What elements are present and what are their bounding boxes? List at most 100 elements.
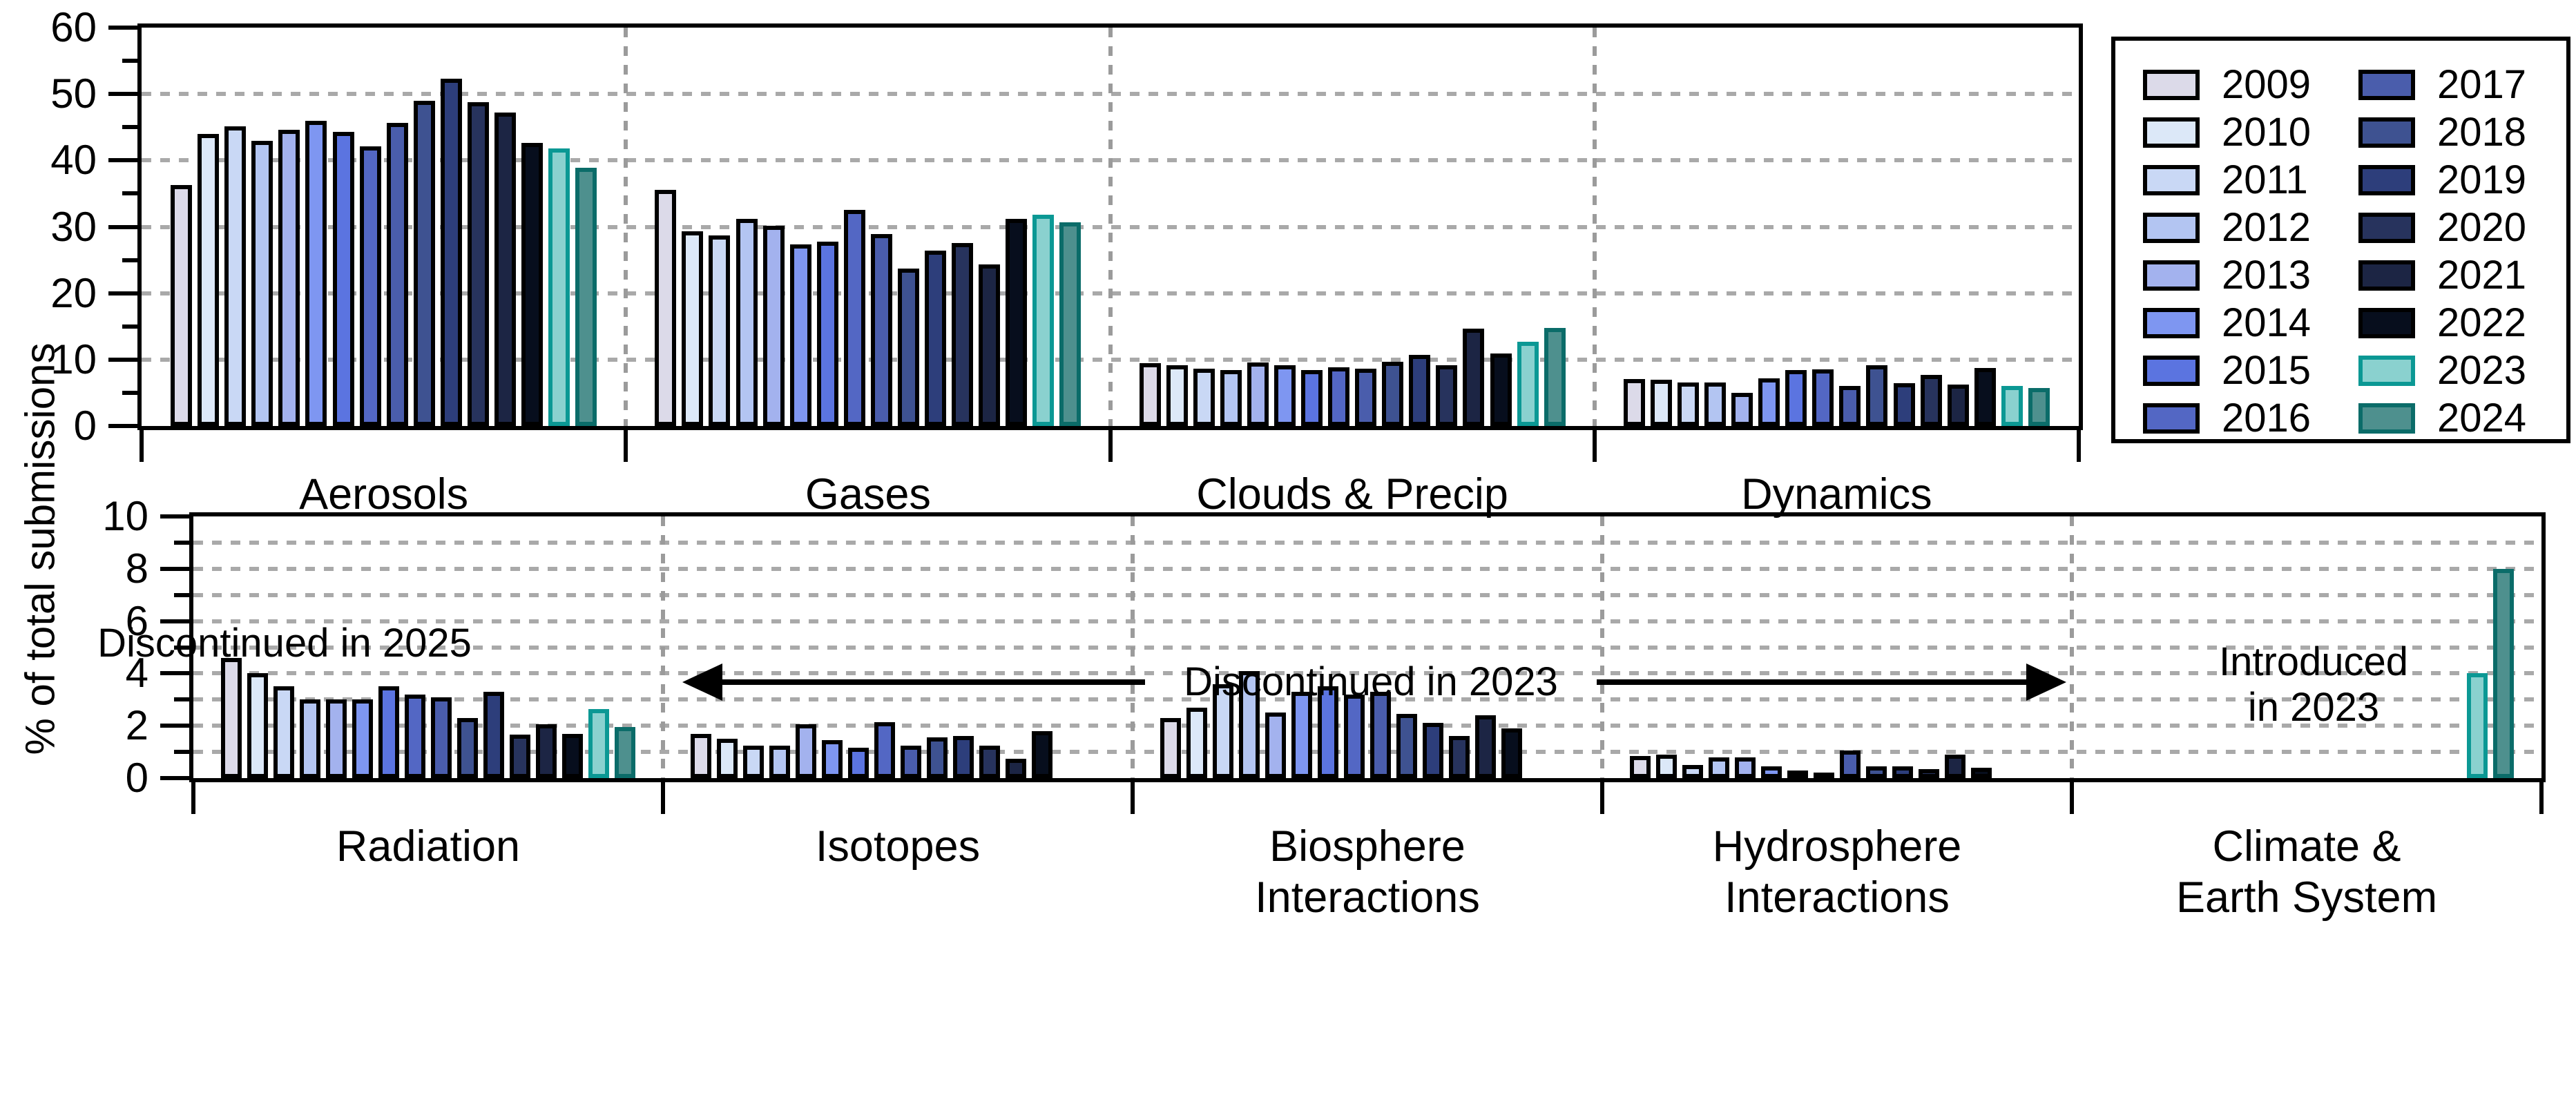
bar-gases-2017: [870, 234, 892, 426]
bar-isotopes-2018: [927, 737, 948, 778]
bar-radiation-2014: [352, 699, 373, 778]
bar-aerosols-2016: [359, 146, 381, 426]
bar-aerosols-2017: [386, 122, 408, 426]
x-category-label-line: Interactions: [1724, 873, 1950, 922]
bar-dynamics-2017: [1839, 386, 1861, 426]
arrow-line-right-segment: [1597, 679, 2026, 685]
bar-clouds-precip-2022: [1490, 353, 1512, 426]
bar-gases-2012: [736, 218, 758, 426]
bar-hydrosphere-interactions-2012: [1709, 757, 1729, 778]
bar-isotopes-2016: [874, 721, 895, 778]
bar-radiation-2011: [273, 686, 294, 778]
bar-hydrosphere-interactions-2022: [1971, 767, 1992, 778]
y-tick-minor: [122, 324, 137, 329]
legend-label-2011: 2011: [2222, 157, 2308, 202]
legend-label-2014: 2014: [2222, 300, 2311, 345]
x-group-tick: [1592, 430, 1597, 462]
gridline: [193, 697, 2541, 702]
gridline: [193, 592, 2541, 597]
x-category-label-line: Biosphere: [1269, 822, 1465, 871]
legend-swatch-2011: [2143, 165, 2200, 195]
y-tick-major: [160, 566, 189, 571]
bar-aerosols-2014: [305, 120, 327, 426]
y-tick-label: 0: [125, 755, 148, 801]
y-tick-major: [160, 776, 189, 780]
bar-hydrosphere-interactions-2016: [1814, 773, 1834, 782]
bar-dynamics-2009: [1623, 378, 1645, 426]
bar-biosphere-interactions-2011: [1213, 684, 1233, 778]
x-category-label-line: Interactions: [1255, 873, 1480, 922]
bar-hydrosphere-interactions-2013: [1735, 757, 1756, 778]
bar-isotopes-2021: [1006, 758, 1026, 778]
bar-aerosols-2019: [440, 79, 462, 426]
bar-isotopes-2010: [717, 739, 738, 778]
bar-dynamics-2016: [1812, 369, 1834, 426]
bar-dynamics-2021: [1947, 385, 1969, 426]
bar-aerosols-2018: [413, 100, 435, 426]
bar-biosphere-interactions-2022: [1501, 728, 1522, 778]
bar-gases-2009: [655, 189, 677, 426]
bar-isotopes-2019: [953, 736, 974, 778]
gridline: [193, 540, 2541, 545]
bar-hydrosphere-interactions-2011: [1682, 765, 1703, 778]
y-tick-label: 30: [50, 203, 97, 250]
y-tick-minor: [174, 540, 189, 545]
y-tick-minor: [174, 645, 189, 650]
y-tick-major: [108, 158, 137, 163]
y-tick-major: [160, 724, 189, 728]
x-category-label: Clouds & Precip: [1196, 469, 1508, 520]
bar-gases-2021: [979, 264, 1001, 426]
y-tick-minor: [174, 697, 189, 702]
bar-dynamics-2015: [1785, 370, 1807, 426]
bar-dynamics-2010: [1650, 379, 1672, 426]
group-divider: [1600, 516, 1604, 778]
x-category-label-line: Isotopes: [815, 822, 981, 871]
bar-gases-2011: [709, 235, 731, 426]
x-group-tick: [140, 430, 144, 462]
bar-biosphere-interactions-2013: [1265, 713, 1286, 778]
x-group-tick: [2070, 782, 2074, 814]
bar-gases-2013: [762, 225, 785, 426]
bar-isotopes-2009: [691, 733, 711, 778]
y-tick-major: [108, 424, 137, 428]
bar-hydrosphere-interactions-2019: [1892, 766, 1913, 778]
y-tick-label: 4: [125, 650, 148, 697]
bar-hydrosphere-interactions-2009: [1630, 755, 1651, 778]
bar-hydrosphere-interactions-2020: [1919, 768, 1939, 778]
x-category-label: Gases: [805, 469, 931, 520]
bar-dynamics-2024: [2028, 388, 2050, 426]
annotation-introduced-2023-line: in 2023: [2247, 685, 2380, 730]
bar-hydrosphere-interactions-2010: [1656, 754, 1677, 778]
y-tick-major: [108, 357, 137, 362]
legend-label-2019: 2019: [2437, 157, 2527, 202]
legend-swatch-2010: [2143, 117, 2200, 148]
y-tick-label: 20: [50, 269, 97, 316]
arrow-line-left-segment: [718, 679, 1145, 685]
bar-clouds-precip-2009: [1139, 362, 1161, 426]
x-group-tick: [1108, 430, 1113, 462]
bar-dynamics-2019: [1893, 383, 1915, 426]
gridline: [193, 750, 2541, 755]
legend-label-2016: 2016: [2222, 396, 2311, 440]
bar-aerosols-2020: [467, 101, 489, 426]
bar-hydrosphere-interactions-2014: [1761, 766, 1782, 778]
y-tick-major: [160, 514, 189, 519]
x-category-label-line: Climate &: [2212, 822, 2401, 871]
bar-clouds-precip-2015: [1301, 370, 1323, 426]
bar-clouds-precip-2024: [1544, 327, 1566, 426]
x-group-tick: [1131, 782, 1135, 814]
bar-radiation-2020: [510, 735, 530, 778]
bar-gases-2018: [897, 269, 919, 426]
legend-label-2015: 2015: [2222, 348, 2311, 393]
bar-aerosols-2021: [494, 113, 516, 426]
bar-dynamics-2020: [1920, 374, 1942, 426]
bar-radiation-2021: [536, 724, 557, 778]
bar-radiation-2016: [405, 694, 425, 778]
bar-aerosols-2010: [198, 133, 220, 426]
bar-dynamics-2013: [1731, 392, 1753, 426]
bar-aerosols-2012: [251, 141, 273, 426]
bar-aerosols-2023: [548, 148, 570, 426]
x-category-label-line: Radiation: [336, 822, 521, 871]
x-group-tick: [661, 782, 665, 814]
bar-aerosols-2013: [278, 130, 300, 426]
